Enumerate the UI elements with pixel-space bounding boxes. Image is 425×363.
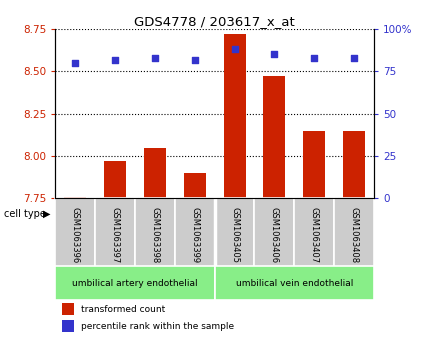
Text: transformed count: transformed count	[81, 305, 165, 314]
Point	[271, 52, 278, 57]
Bar	[215, 199, 255, 266]
Text: GSM1063397: GSM1063397	[110, 207, 119, 263]
Text: GSM1063406: GSM1063406	[270, 207, 279, 263]
Bar	[303, 131, 325, 199]
Bar	[55, 199, 95, 266]
Text: GSM1063408: GSM1063408	[350, 207, 359, 263]
Bar	[144, 148, 166, 199]
Point	[191, 57, 198, 62]
Point	[231, 46, 238, 52]
Point	[311, 55, 317, 61]
Bar	[95, 199, 135, 266]
Bar	[294, 199, 334, 266]
Text: umbilical artery endothelial: umbilical artery endothelial	[72, 279, 198, 287]
Bar	[104, 161, 126, 199]
Text: percentile rank within the sample: percentile rank within the sample	[81, 322, 234, 331]
Text: cell type: cell type	[4, 209, 49, 219]
Text: umbilical vein endothelial: umbilical vein endothelial	[235, 279, 353, 287]
Text: GSM1063399: GSM1063399	[190, 207, 199, 263]
Bar	[175, 199, 215, 266]
Text: GSM1063407: GSM1063407	[310, 207, 319, 263]
Text: GSM1063398: GSM1063398	[150, 207, 159, 263]
Bar	[62, 321, 74, 332]
Bar	[255, 199, 294, 266]
Point	[151, 55, 158, 61]
Bar	[224, 34, 246, 199]
Bar	[64, 197, 86, 199]
Bar	[135, 199, 175, 266]
Text: GSM1063396: GSM1063396	[71, 207, 79, 263]
Point	[72, 60, 79, 66]
Bar	[215, 266, 374, 300]
Bar	[334, 199, 374, 266]
Bar	[55, 266, 215, 300]
Text: GSM1063405: GSM1063405	[230, 207, 239, 262]
Bar	[184, 173, 206, 199]
Title: GDS4778 / 203617_x_at: GDS4778 / 203617_x_at	[134, 15, 295, 28]
Bar	[264, 77, 285, 199]
Text: ▶: ▶	[42, 209, 50, 219]
Bar	[343, 131, 365, 199]
Point	[351, 55, 357, 61]
Point	[112, 57, 119, 62]
Bar	[62, 303, 74, 315]
